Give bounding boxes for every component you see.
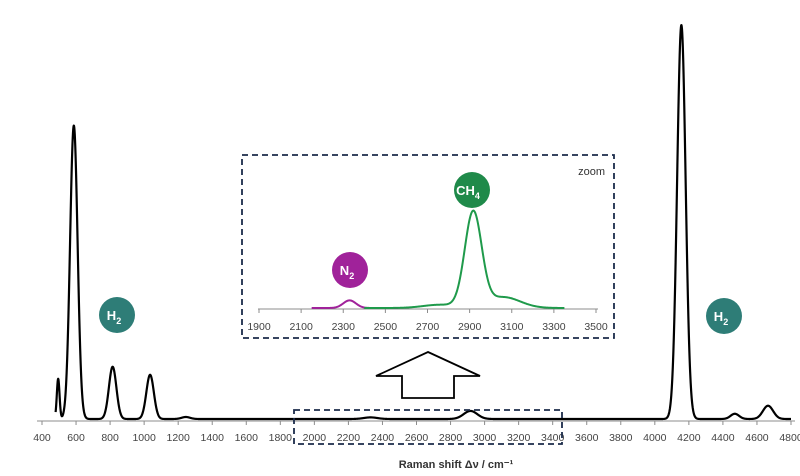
x-tick-label: 3100 [500,321,524,333]
svg-text:H2: H2 [714,309,728,327]
h2-right-label: H [714,309,723,324]
x-axis-label: Raman shift Δν / cm⁻¹ [399,459,514,471]
x-tick-label: 4000 [643,432,667,444]
zoom-x-ticks: 1900 2100 2300 2500 2700 2900 3100 3300 3500 [247,309,608,333]
x-tick-label: 4800 [779,432,800,444]
x-tick-label: 2500 [374,321,398,333]
main-x-ticks: 400 600 800 1000 1200 1400 1600 1800 2000 2200 240… [33,421,800,444]
x-tick-label: 1000 [132,432,156,444]
zoom-ch4-line [364,209,565,309]
x-tick-label: 2300 [332,321,356,333]
x-tick-label: 1800 [269,432,293,444]
zoom-label: zoom [578,166,605,178]
x-tick-label: 2100 [289,321,313,333]
svg-text:N2: N2 [340,263,354,281]
n2-badge: N2 [332,252,368,288]
x-tick-label: 800 [101,432,119,444]
x-tick-label: 3300 [542,321,566,333]
ch4-label: CH [456,183,475,198]
x-tick-label: 2900 [458,321,482,333]
n2-sub: 2 [349,271,354,281]
x-tick-label: 2400 [371,432,395,444]
x-tick-label: 1600 [235,432,259,444]
x-tick-label: 3200 [507,432,531,444]
x-tick-label: 2600 [405,432,429,444]
x-tick-label: 3400 [541,432,565,444]
n2-label: N [340,263,349,278]
x-tick-label: 4400 [711,432,735,444]
h2-left-sub: 2 [116,316,121,326]
x-tick-label: 1400 [201,432,225,444]
x-tick-label: 4600 [745,432,769,444]
h2-left-label: H [107,308,116,323]
svg-text:CH4: CH4 [456,183,480,201]
x-tick-label: 3800 [609,432,633,444]
x-tick-label: 400 [33,432,51,444]
x-tick-label: 3000 [473,432,497,444]
x-tick-label: 3500 [584,321,608,333]
zoom-range-box [293,409,563,445]
x-tick-label: 1900 [247,321,271,333]
h2-badge-right: H2 [706,298,742,334]
x-tick-label: 600 [67,432,85,444]
ch4-sub: 4 [475,191,480,201]
x-tick-label: 1200 [167,432,191,444]
main-spectrum-line [54,24,792,421]
svg-text:H2: H2 [107,308,121,326]
x-tick-label: 4200 [677,432,701,444]
h2-badge-left: H2 [99,297,135,333]
x-tick-label: 3600 [575,432,599,444]
x-tick-label: 2800 [439,432,463,444]
zoom-arrow-icon [375,351,481,399]
h2-right-sub: 2 [723,317,728,327]
x-tick-label: 2200 [337,432,361,444]
x-tick-label: 2000 [303,432,327,444]
ch4-badge: CH4 [454,172,490,208]
x-tick-label: 2700 [416,321,440,333]
